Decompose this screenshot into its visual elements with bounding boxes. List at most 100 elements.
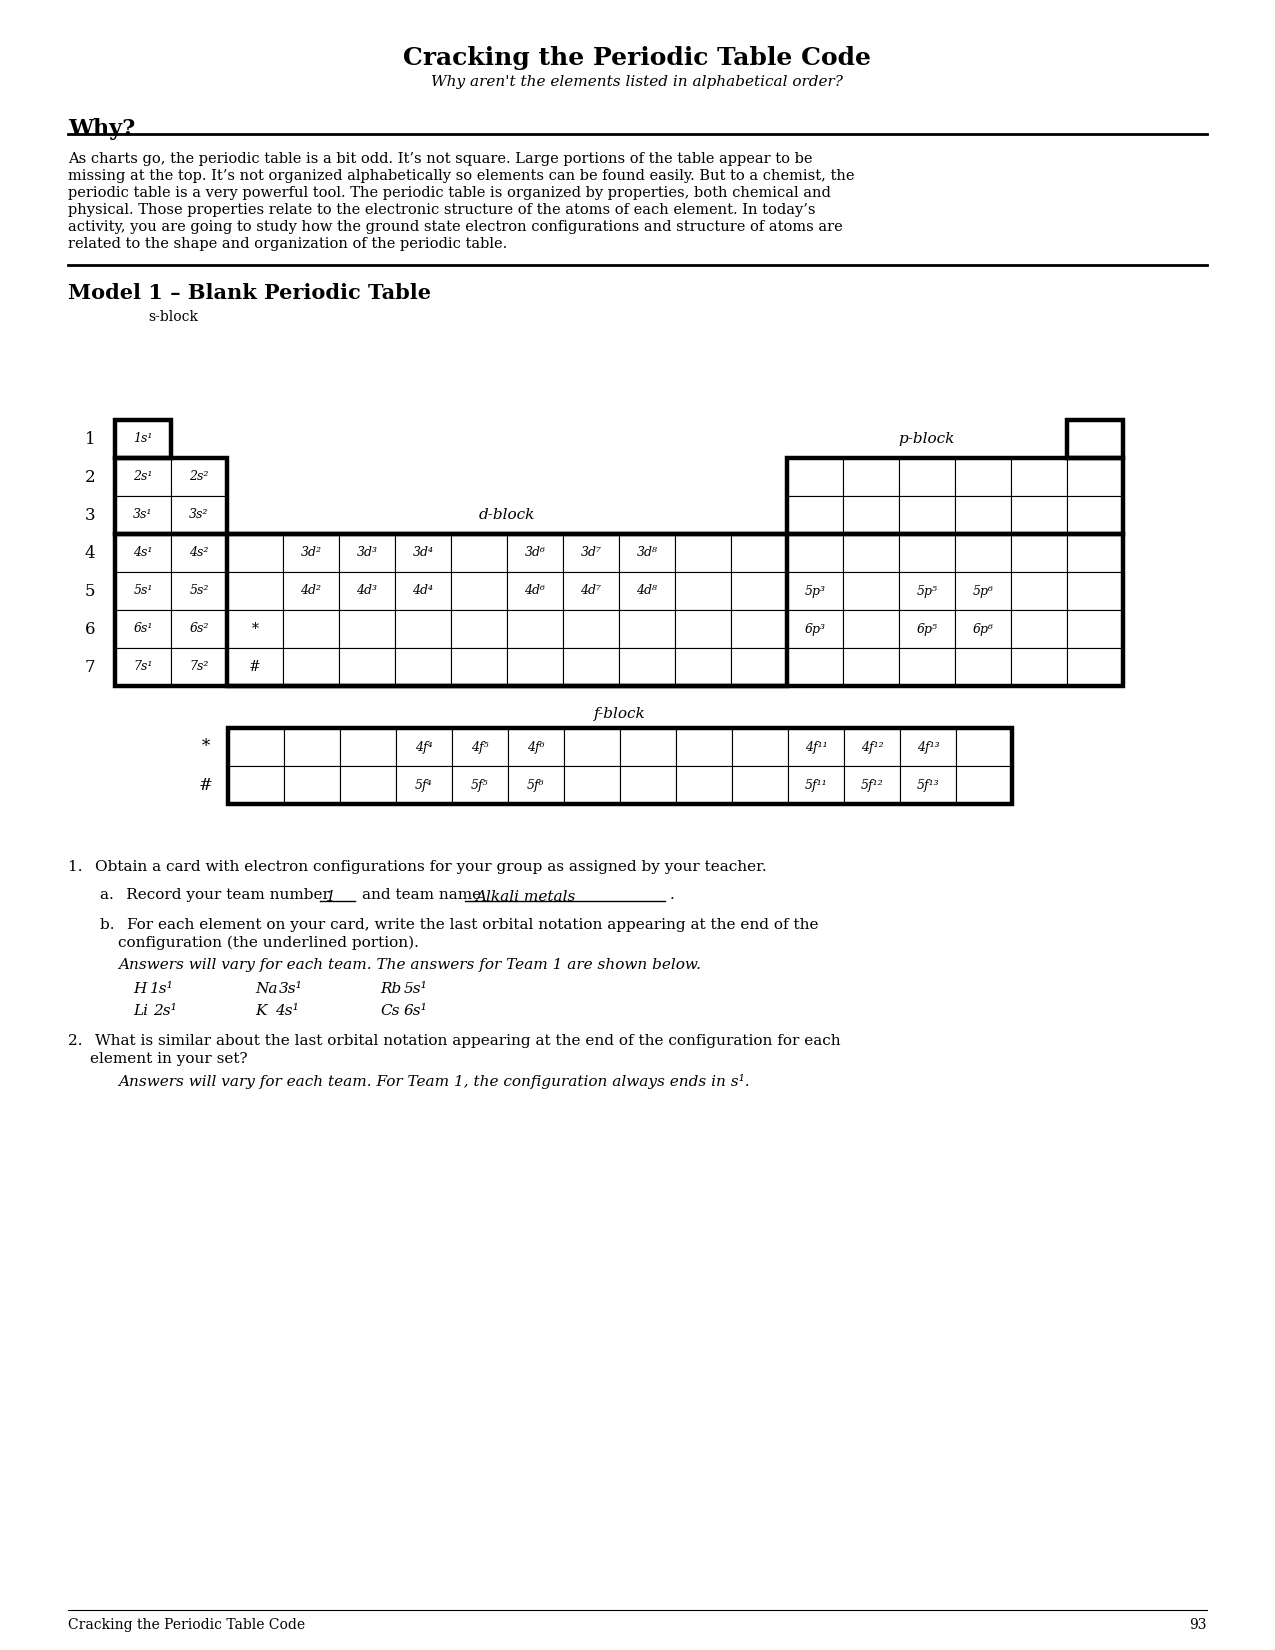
Text: physical. Those properties relate to the electronic structure of the atoms of ea: physical. Those properties relate to the… [68, 203, 816, 218]
Bar [284, 766, 340, 804]
Bar [171, 459, 227, 497]
Text: b.  For each element on your card, write the last orbital notation appearing at : b. For each element on your card, write … [99, 917, 819, 932]
Bar [564, 728, 620, 766]
Text: .: . [669, 888, 674, 903]
Bar [115, 535, 171, 573]
Text: Why aren't the elements listed in alphabetical order?: Why aren't the elements listed in alphab… [431, 74, 843, 89]
Text: 6p⁵: 6p⁵ [917, 622, 937, 635]
Bar [620, 728, 676, 766]
Text: 5p³: 5p³ [805, 584, 825, 597]
Bar [283, 535, 339, 573]
Text: Rb: Rb [380, 982, 402, 997]
Text: 2: 2 [84, 469, 96, 485]
Bar [395, 535, 451, 573]
Text: 6p³: 6p³ [805, 622, 825, 635]
Bar [227, 610, 283, 648]
Bar [843, 648, 899, 686]
Bar [1067, 459, 1123, 497]
Text: 4f¹²: 4f¹² [861, 741, 884, 754]
Text: periodic table is a very powerful tool. The periodic table is organized by prope: periodic table is a very powerful tool. … [68, 186, 831, 200]
Text: Cracking the Periodic Table Code: Cracking the Periodic Table Code [403, 46, 871, 69]
Bar [731, 573, 787, 610]
Text: Cs: Cs [380, 1003, 399, 1018]
Text: 3s¹: 3s¹ [279, 982, 302, 997]
Text: *: * [251, 622, 259, 635]
Bar [171, 648, 227, 686]
Text: Cracking the Periodic Table Code: Cracking the Periodic Table Code [68, 1619, 305, 1632]
Bar [397, 766, 453, 804]
Bar [731, 648, 787, 686]
Bar [115, 459, 171, 497]
Bar [564, 648, 618, 686]
Text: Na: Na [255, 982, 278, 997]
Bar [171, 573, 227, 610]
Bar [900, 766, 956, 804]
Bar [507, 610, 564, 648]
Bar [395, 648, 451, 686]
Bar [899, 573, 955, 610]
Bar [674, 535, 731, 573]
Bar [788, 728, 844, 766]
Text: 5f¹³: 5f¹³ [917, 779, 940, 792]
Text: 5s¹: 5s¹ [404, 982, 427, 997]
Bar [787, 497, 843, 535]
Bar [507, 535, 564, 573]
Bar [843, 610, 899, 648]
Text: 4d⁶: 4d⁶ [524, 584, 546, 597]
Text: Answers will vary for each team. For Team 1, the configuration always ends in s¹: Answers will vary for each team. For Tea… [119, 1074, 750, 1089]
Bar [787, 610, 843, 648]
Text: 3s²: 3s² [189, 508, 209, 521]
Text: #: # [199, 777, 213, 794]
Bar [395, 573, 451, 610]
Bar [899, 610, 955, 648]
Bar [788, 766, 844, 804]
Text: 3s¹: 3s¹ [134, 508, 153, 521]
Bar [115, 459, 227, 535]
Text: Why?: Why? [68, 119, 135, 140]
Bar [339, 610, 395, 648]
Text: K: K [255, 1003, 266, 1018]
Bar [899, 459, 955, 497]
Text: 6p⁶: 6p⁶ [973, 622, 993, 635]
Bar [339, 648, 395, 686]
Text: 1: 1 [84, 431, 96, 447]
Bar [227, 648, 283, 686]
Bar [787, 459, 1123, 535]
Bar [674, 573, 731, 610]
Bar [228, 728, 1012, 804]
Bar [620, 766, 676, 804]
Bar [732, 728, 788, 766]
Bar [340, 728, 397, 766]
Bar [844, 766, 900, 804]
Bar [955, 648, 1011, 686]
Text: 6s¹: 6s¹ [404, 1003, 427, 1018]
Text: 5s¹: 5s¹ [134, 584, 153, 597]
Text: missing at the top. It’s not organized alphabetically so elements can be found e: missing at the top. It’s not organized a… [68, 168, 854, 183]
Text: 2s¹: 2s¹ [153, 1003, 177, 1018]
Text: 3: 3 [84, 507, 96, 523]
Bar [453, 766, 507, 804]
Text: 2s¹: 2s¹ [134, 470, 153, 483]
Bar [1011, 573, 1067, 610]
Bar [899, 648, 955, 686]
Bar [955, 573, 1011, 610]
Text: Alkali metals: Alkali metals [476, 889, 575, 904]
Bar [397, 728, 453, 766]
Text: 6s²: 6s² [189, 622, 209, 635]
Bar [787, 648, 843, 686]
Bar [451, 573, 507, 610]
Text: 2s²: 2s² [189, 470, 209, 483]
Bar [1011, 610, 1067, 648]
Bar [283, 573, 339, 610]
Text: 4d³: 4d³ [357, 584, 377, 597]
Text: 3d³: 3d³ [357, 546, 377, 559]
Bar [1067, 421, 1123, 459]
Bar [507, 728, 564, 766]
Bar [227, 535, 787, 686]
Text: 3d⁸: 3d⁸ [636, 546, 658, 559]
Text: 1: 1 [326, 889, 335, 904]
Text: 4: 4 [84, 544, 96, 561]
Text: 7: 7 [84, 658, 96, 675]
Bar [787, 459, 843, 497]
Text: 5f⁵: 5f⁵ [472, 779, 488, 792]
